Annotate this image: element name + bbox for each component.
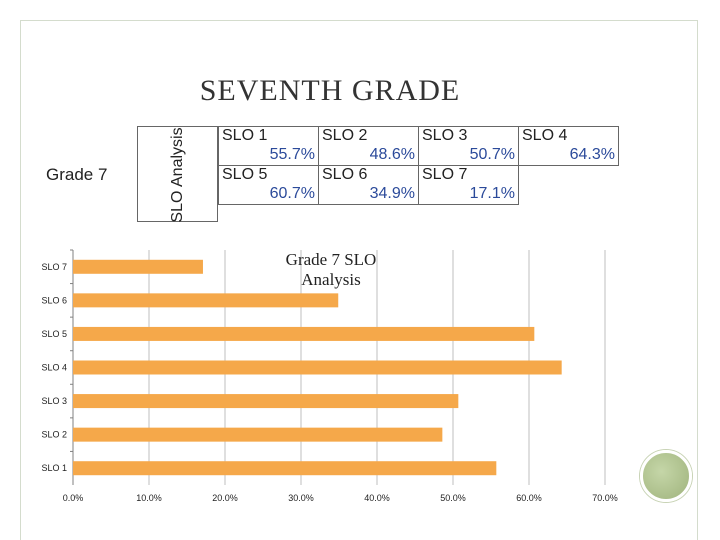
bar-slo-4 [73,360,562,375]
x-tick-label: 70.0% [592,493,618,503]
grade-label: Grade 7 [46,165,108,184]
bar-slo-7 [73,259,203,274]
slo-percent: 64.3% [569,146,615,163]
slo-percent: 50.7% [469,146,515,163]
slo-table-cell: SLO 6 34.9% [318,165,419,205]
x-tick-label: 60.0% [516,493,542,503]
slo-name: SLO 3 [422,127,468,144]
y-tick-label: SLO 6 [41,295,67,305]
slo-name: SLO 6 [322,166,368,183]
slo-name: SLO 2 [322,127,368,144]
decorative-circle [640,450,692,502]
x-tick-label: 30.0% [288,493,314,503]
y-tick-label: SLO 4 [41,363,67,373]
slide-title: SEVENTH GRADE [199,74,461,107]
x-tick-label: 10.0% [136,493,162,503]
slo-summary-table: SLO 1 55.7% SLO 2 48.6% SLO 3 50.7% SLO 4 64… [218,126,619,205]
slo-percent: 55.7% [269,146,315,163]
y-tick-label: SLO 2 [41,430,67,440]
slo-table-row: SLO 5 60.7% SLO 6 34.9% SLO 7 17.1% [218,165,619,205]
chart-title: Grade 7 SLO Analysis [286,250,377,289]
y-tick-label: SLO 3 [41,396,67,406]
slo-percent: 34.9% [369,185,415,202]
slo-percent: 17.1% [469,185,515,202]
x-tick-label: 0.0% [63,493,84,503]
y-tick-label: SLO 7 [41,262,67,272]
y-tick-label: SLO 1 [41,463,67,473]
slo-table-cell: SLO 4 64.3% [518,126,619,166]
slo-name: SLO 1 [222,127,268,144]
bar-slo-6 [73,293,339,308]
x-tick-label: 40.0% [364,493,390,503]
bar-slo-2 [73,427,443,442]
bar-slo-1 [73,461,497,476]
slo-name: SLO 4 [522,127,568,144]
slide-frame [20,20,698,540]
slo-percent: 60.7% [269,185,315,202]
x-tick-label: 20.0% [212,493,238,503]
x-tick-label: 50.0% [440,493,466,503]
slo-table-cell: SLO 7 17.1% [418,165,519,205]
bar-slo-3 [73,394,459,409]
slo-analysis-header-cell: SLO Analysis [137,126,218,223]
slo-name: SLO 7 [422,166,468,183]
slo-table-row: SLO 1 55.7% SLO 2 48.6% SLO 3 50.7% SLO 4 64… [218,126,619,166]
slo-table-cell: SLO 5 60.7% [218,165,319,205]
slo-table-cell: SLO 1 55.7% [218,126,319,166]
slo-table-cell: SLO 2 48.6% [318,126,419,166]
slo-name: SLO 5 [222,166,268,183]
slo-percent: 48.6% [369,146,415,163]
y-tick-label: SLO 5 [41,329,67,339]
bar-slo-5 [73,326,535,341]
